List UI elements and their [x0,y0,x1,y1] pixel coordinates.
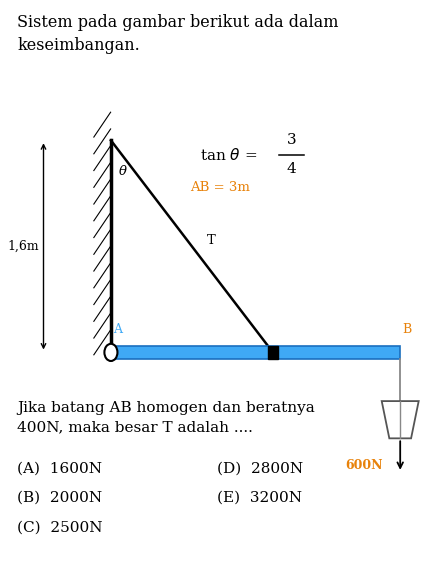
Text: (B)  2000N: (B) 2000N [17,491,102,505]
Text: θ: θ [118,166,126,178]
Text: B: B [401,323,411,336]
Text: 3: 3 [286,134,296,147]
Bar [111,346,399,359]
Bar [93,140,111,352]
Text: (A)  1600N: (A) 1600N [17,461,102,475]
Text: Sistem pada gambar berikut ada dalam
keseimbangan.: Sistem pada gambar berikut ada dalam kes… [17,14,338,54]
Text: A: A [113,323,122,336]
Text: Jika batang AB homogen dan beratnya
400N, maka besar T adalah ....: Jika batang AB homogen dan beratnya 400N… [17,401,314,434]
Text: 600N: 600N [345,460,382,472]
Text: (C)  2500N: (C) 2500N [17,521,103,535]
Text: tan $\theta$ =: tan $\theta$ = [200,147,256,163]
Polygon shape [381,401,418,438]
Text: AB = 3m: AB = 3m [189,182,249,194]
Text: (D)  2800N: (D) 2800N [217,461,303,475]
Text: T: T [207,234,215,247]
Text: (E)  3200N: (E) 3200N [217,491,302,505]
Text: 4: 4 [286,162,296,176]
Text: 1,6m: 1,6m [7,240,39,253]
Circle shape [104,344,117,361]
Bar [267,346,277,359]
